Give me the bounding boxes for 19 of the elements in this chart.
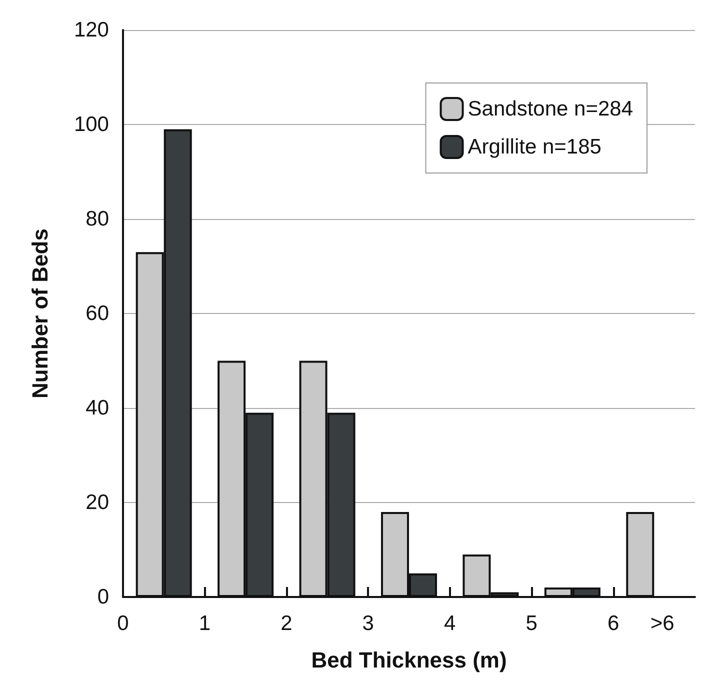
x-tick-label: 6 [607, 612, 620, 635]
y-axis-title: Number of Beds [28, 228, 52, 398]
y-tick-label: 0 [97, 586, 109, 608]
x-tick-label: 2 [280, 612, 292, 635]
x-tick-label: 1 [198, 612, 211, 635]
x-axis-title: Bed Thickness (m) [311, 648, 507, 672]
legend-label: Argillite n=185 [468, 136, 602, 158]
y-tick-label: 60 [86, 302, 109, 325]
y-tick-label: 100 [74, 113, 109, 136]
x-tick-label: 0 [117, 612, 129, 635]
y-tick-label: 20 [86, 491, 109, 514]
x-tick-label: 3 [362, 612, 374, 635]
x-tick-label: 5 [526, 612, 538, 635]
y-tick-label: 120 [74, 18, 109, 42]
legend-label: Sandstone n=284 [468, 98, 634, 120]
x-tick-label: >6 [650, 612, 674, 635]
y-tick-label: 80 [86, 208, 109, 230]
y-tick-label: 40 [86, 396, 109, 420]
x-tick-label: 4 [444, 612, 456, 635]
